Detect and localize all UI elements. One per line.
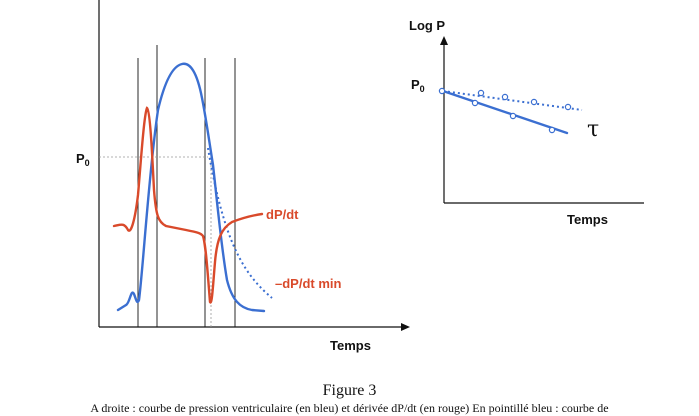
right-p0-label: P0 (411, 77, 425, 94)
left-panel: P0 dP/dt –dP/dt min Temps (76, 0, 410, 353)
pressure-curve (116, 62, 266, 313)
log-pressure-dotted-line (442, 90, 583, 111)
right-y-axis-arrow (440, 36, 448, 45)
dpdt-label: dP/dt (266, 207, 299, 222)
data-point (509, 112, 517, 120)
right-panel: Log P P0 τ Temps (409, 18, 644, 227)
pressure-extrapolation (207, 147, 273, 299)
data-point (564, 103, 572, 111)
figure-caption-text: A droite : courbe de pression ventricula… (90, 401, 609, 415)
left-x-axis-arrow (401, 323, 410, 331)
data-point (548, 126, 556, 134)
tau-label: τ (587, 117, 599, 142)
data-point (530, 98, 538, 106)
dpdt-curve (112, 106, 264, 304)
right-x-axis-label: Temps (567, 212, 608, 227)
data-point (477, 89, 485, 97)
right-y-axis-label: Log P (409, 18, 445, 33)
left-p0-label: P0 (76, 151, 90, 168)
dpdt-min-label: –dP/dt min (275, 276, 342, 291)
left-x-axis-label: Temps (330, 338, 371, 353)
data-point (471, 99, 479, 107)
data-point (438, 87, 446, 95)
figure-caption-title: Figure 3 (322, 382, 377, 399)
log-pressure-line (441, 89, 569, 135)
data-point (501, 93, 509, 101)
